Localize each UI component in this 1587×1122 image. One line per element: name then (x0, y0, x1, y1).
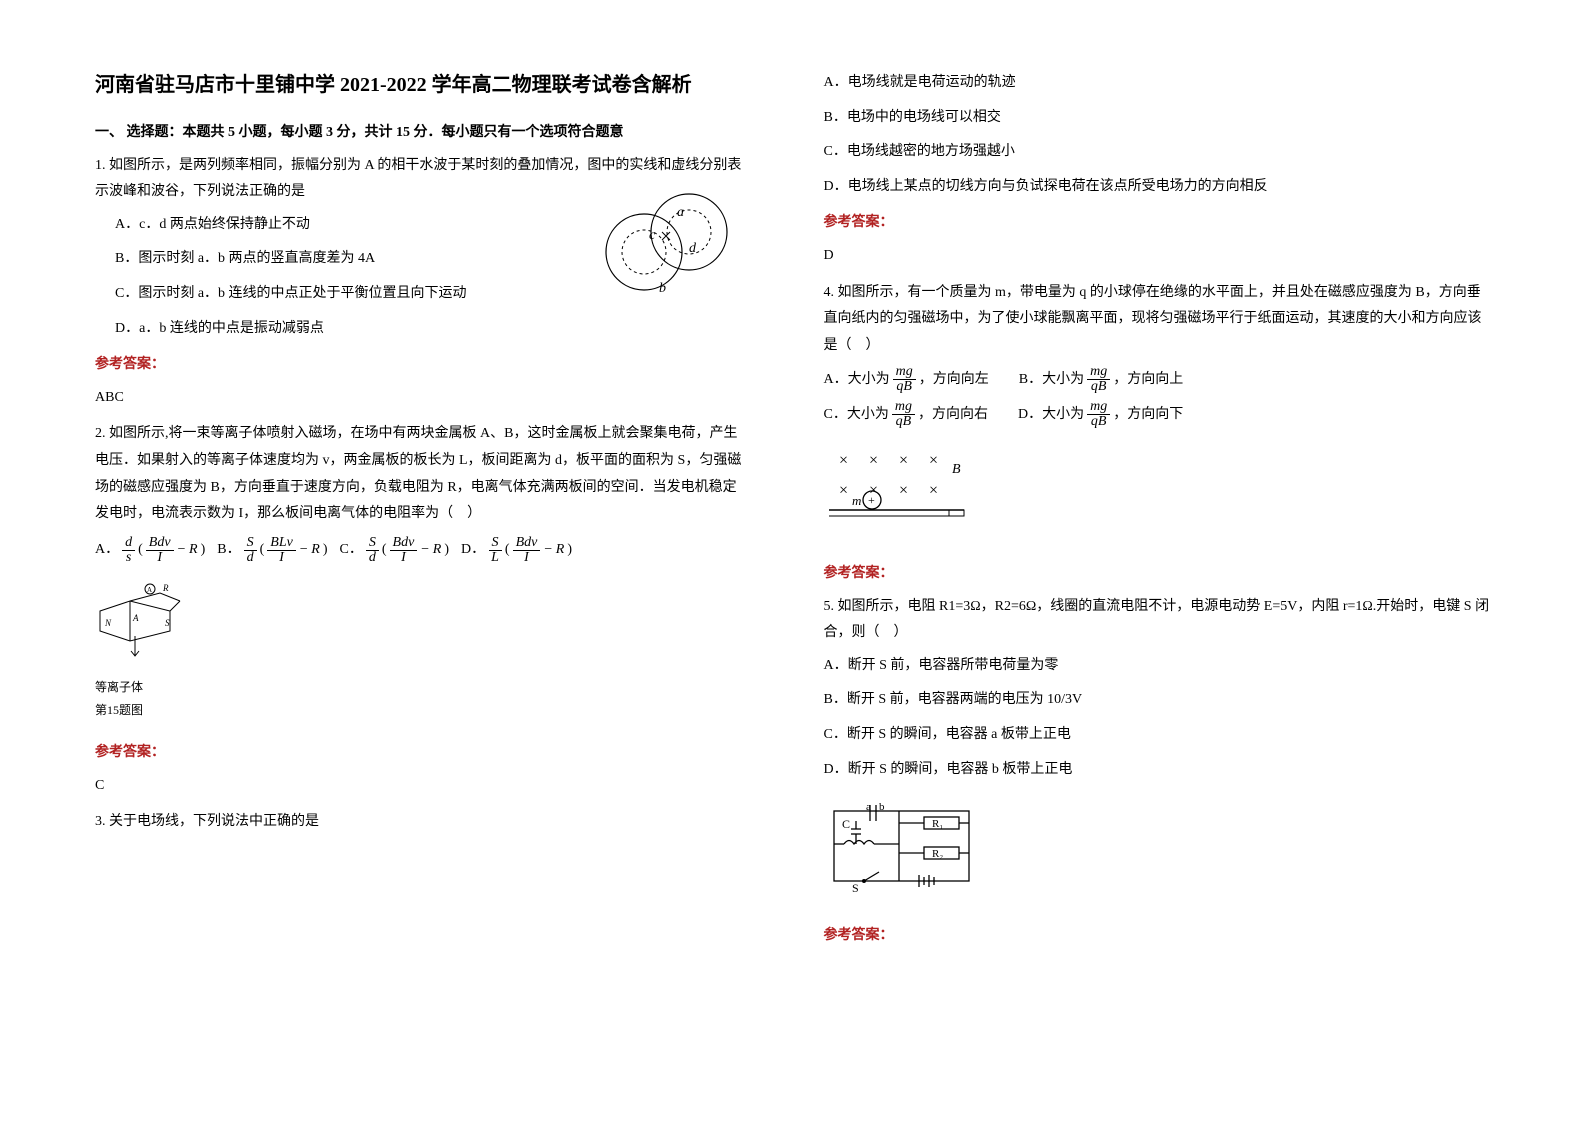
svg-text:N: N (104, 618, 112, 628)
q5-option-d: D．断开 S 的瞬间，电容器 b 板带上正电 (824, 757, 1493, 784)
svg-text:m: m (852, 493, 861, 508)
q5-text: 5. 如图所示，电阻 R1=3Ω，R2=6Ω，线圈的直流电阻不计，电源电动势 E… (824, 594, 1493, 647)
q2-caption: 第15题图 (95, 699, 190, 722)
document-title: 河南省驻马店市十里铺中学 2021-2022 学年高二物理联考试卷含解析 (95, 70, 744, 100)
svg-text:×: × (899, 452, 908, 469)
q3-option-c: C．电场线越密的地方场强越小 (824, 139, 1493, 166)
svg-text:×: × (899, 482, 908, 499)
svg-text:+: + (868, 493, 875, 507)
svg-text:S: S (165, 618, 170, 628)
q3-answer: D (824, 243, 1493, 270)
svg-text:S: S (852, 881, 859, 894)
q4-answer-label: 参考答案： (824, 561, 1493, 588)
q3-text: 3. 关于电场线，下列说法中正确的是 (95, 809, 744, 836)
svg-text:b: b (659, 281, 666, 296)
svg-text:c: c (649, 228, 656, 243)
q4-options: A．大小为 mgqB ，方向向左 B．大小为 mgqB ，方向向上 C．大小为 … (824, 365, 1493, 429)
q1-figure: a c d b (594, 182, 744, 313)
svg-text:C: C (842, 817, 850, 831)
svg-text:×: × (839, 482, 848, 499)
q5-figure: a b C R₁ R₂ (824, 799, 984, 905)
q5-option-c: C．断开 S 的瞬间，电容器 a 板带上正电 (824, 722, 1493, 749)
q4-text: 4. 如图所示，有一个质量为 m，带电量为 q 的小球停在绝缘的水平面上，并且处… (824, 280, 1493, 360)
svg-text:B: B (952, 462, 961, 477)
q2-answer-label: 参考答案： (95, 740, 744, 767)
svg-text:×: × (869, 452, 878, 469)
q2-text: 2. 如图所示,将一束等离子体喷射入磁场，在场中有两块金属板 A、B，这时金属板… (95, 421, 744, 527)
svg-text:a: a (677, 205, 684, 220)
svg-text:R₂: R₂ (932, 848, 943, 860)
q5-option-a: A．断开 S 前，电容器所带电荷量为零 (824, 653, 1493, 680)
section-heading: 一、 选择题：本题共 5 小题，每小题 3 分，共计 15 分．每小题只有一个选… (95, 120, 744, 147)
q1-option-d: D．a．b 连线的中点是振动减弱点 (115, 316, 744, 343)
q1-answer: ABC (95, 385, 744, 412)
q2-plasma-label: 等离子体 (95, 676, 190, 699)
q5-answer-label: 参考答案： (824, 923, 1493, 950)
q2-options: A． ds (BdvI −R) B． Sd (BLvI −R) C． Sd (B… (95, 536, 744, 565)
svg-text:×: × (929, 482, 938, 499)
svg-text:R: R (162, 583, 169, 593)
q1-answer-label: 参考答案： (95, 352, 744, 379)
svg-text:R₁: R₁ (932, 818, 943, 830)
svg-text:×: × (929, 452, 938, 469)
q3-answer-label: 参考答案： (824, 210, 1493, 237)
svg-text:A: A (147, 586, 152, 594)
q2-figure: N S A A R 等离子体 第15题图 (95, 581, 190, 722)
svg-text:d: d (689, 241, 697, 256)
q4-figure: × × × × × × × × B + m (824, 445, 994, 541)
q3-option-b: B．电场中的电场线可以相交 (824, 105, 1493, 132)
svg-text:b: b (879, 801, 885, 813)
svg-text:A: A (132, 613, 139, 623)
q5-option-b: B．断开 S 前，电容器两端的电压为 10/3V (824, 687, 1493, 714)
q3-option-a: A．电场线就是电荷运动的轨迹 (824, 70, 1493, 97)
q2-answer: C (95, 773, 744, 800)
q3-option-d: D．电场线上某点的切线方向与负试探电荷在该点所受电场力的方向相反 (824, 174, 1493, 201)
svg-text:×: × (839, 452, 848, 469)
